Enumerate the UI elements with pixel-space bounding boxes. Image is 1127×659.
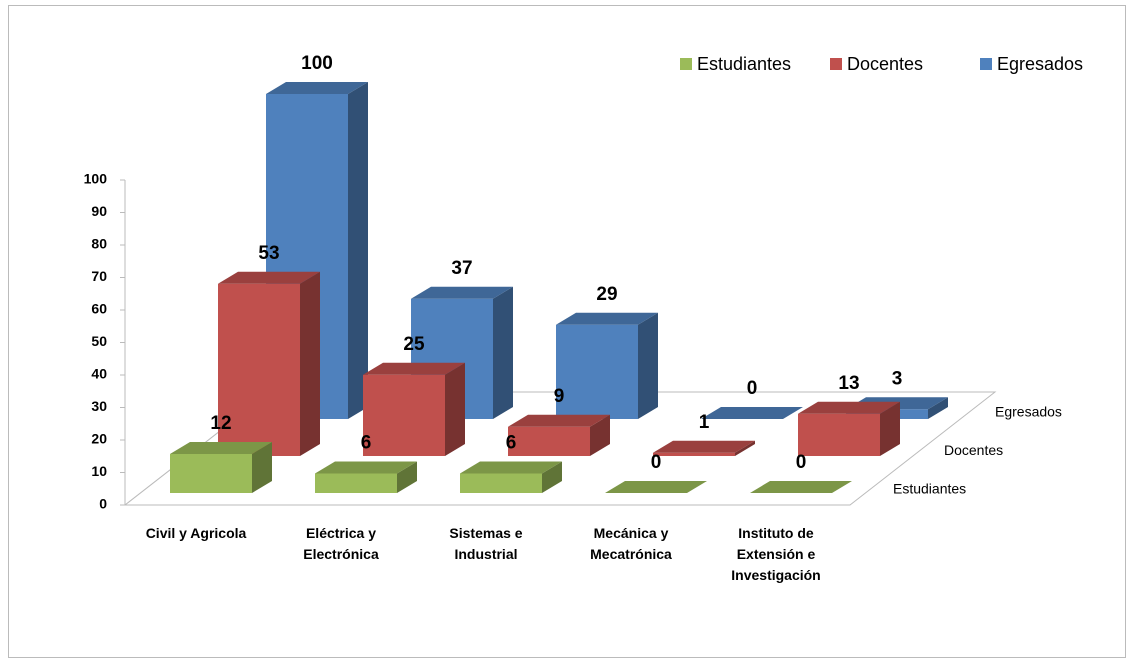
bar-front <box>508 426 590 456</box>
data-label: 12 <box>210 413 231 434</box>
bar <box>605 481 707 493</box>
y-tick-label: 80 <box>91 236 107 252</box>
bar-side <box>252 442 272 493</box>
y-tick-label: 90 <box>91 203 107 219</box>
y-tick-label: 0 <box>99 496 107 512</box>
data-label: 6 <box>506 433 517 454</box>
bar-side <box>493 286 513 419</box>
legend-label: Egresados <box>997 54 1083 74</box>
bar-side <box>590 414 610 456</box>
bar-side <box>542 461 562 493</box>
y-tick-label: 10 <box>91 463 107 479</box>
data-label: 0 <box>796 452 807 473</box>
bar-top <box>218 271 320 284</box>
bar-front <box>653 452 735 456</box>
data-label: 9 <box>554 386 565 407</box>
y-tick-label: 50 <box>91 333 107 349</box>
x-tick-label: Instituto de Extensión e Investigación <box>731 525 821 583</box>
bar-top <box>508 414 610 427</box>
bar <box>750 481 852 493</box>
y-tick-label: 70 <box>91 268 107 284</box>
bar-top <box>798 401 900 414</box>
bar-top <box>266 82 368 94</box>
bar-top <box>315 461 417 474</box>
y-tick-label: 20 <box>91 431 107 447</box>
y-tick-label: 100 <box>84 171 108 187</box>
bar-top <box>605 481 707 493</box>
legend-swatch <box>830 58 842 70</box>
data-label: 1 <box>699 412 710 433</box>
bar-front <box>460 473 542 493</box>
bar-front <box>170 454 252 493</box>
bar-top <box>363 362 465 375</box>
x-tick-label: Eléctrica y Electrónica <box>303 525 379 562</box>
bar-front <box>556 324 638 419</box>
bar <box>266 82 368 419</box>
x-tick-label: Civil y Agricola <box>145 525 247 541</box>
depth-label: Estudiantes <box>893 481 966 497</box>
x-tick-label: Mecánica y Mecatrónica <box>590 525 672 562</box>
bar-side <box>300 271 320 456</box>
bar-top <box>411 286 513 299</box>
legend-swatch <box>980 58 992 70</box>
bar-side <box>445 362 465 456</box>
bar <box>315 461 417 493</box>
bar <box>218 271 320 456</box>
bar-top <box>750 481 852 493</box>
bar-side <box>928 397 948 419</box>
y-tick-label: 40 <box>91 366 107 382</box>
bar-front <box>218 283 300 456</box>
bar-top <box>556 312 658 325</box>
data-label: 13 <box>838 373 859 394</box>
bar-front <box>798 413 880 456</box>
x-tick-label: Sistemas e Industrial <box>449 525 523 562</box>
bar-side <box>735 440 755 456</box>
bar-side <box>880 401 900 456</box>
bar <box>653 440 755 456</box>
bar-top <box>170 442 272 454</box>
legend-label: Estudiantes <box>697 54 791 74</box>
y-tick-label: 60 <box>91 301 107 317</box>
bar-side <box>348 82 368 419</box>
bar-side <box>397 461 417 493</box>
bar <box>556 312 658 419</box>
bar-top <box>653 440 755 453</box>
bar <box>798 401 900 456</box>
bar-front <box>315 473 397 493</box>
data-label: 100 <box>301 53 333 74</box>
bar <box>363 362 465 456</box>
bar <box>508 414 610 456</box>
bar-front <box>363 374 445 456</box>
data-label: 6 <box>361 433 372 454</box>
data-label: 53 <box>258 243 279 264</box>
data-label: 0 <box>651 452 662 473</box>
depth-label: Docentes <box>944 442 1003 458</box>
bar <box>701 407 803 419</box>
data-label: 3 <box>892 368 903 389</box>
depth-label: Egresados <box>995 404 1062 420</box>
legend-label: Docentes <box>847 54 923 74</box>
bar <box>170 442 272 493</box>
data-label: 25 <box>403 334 425 355</box>
data-label: 0 <box>747 378 758 399</box>
data-label: 29 <box>596 284 617 305</box>
bar <box>460 461 562 493</box>
bar-side <box>638 312 658 419</box>
data-label: 37 <box>451 258 472 279</box>
y-tick-label: 30 <box>91 398 107 414</box>
bar-top <box>701 407 803 419</box>
legend-swatch <box>680 58 692 70</box>
bar-top <box>460 461 562 474</box>
